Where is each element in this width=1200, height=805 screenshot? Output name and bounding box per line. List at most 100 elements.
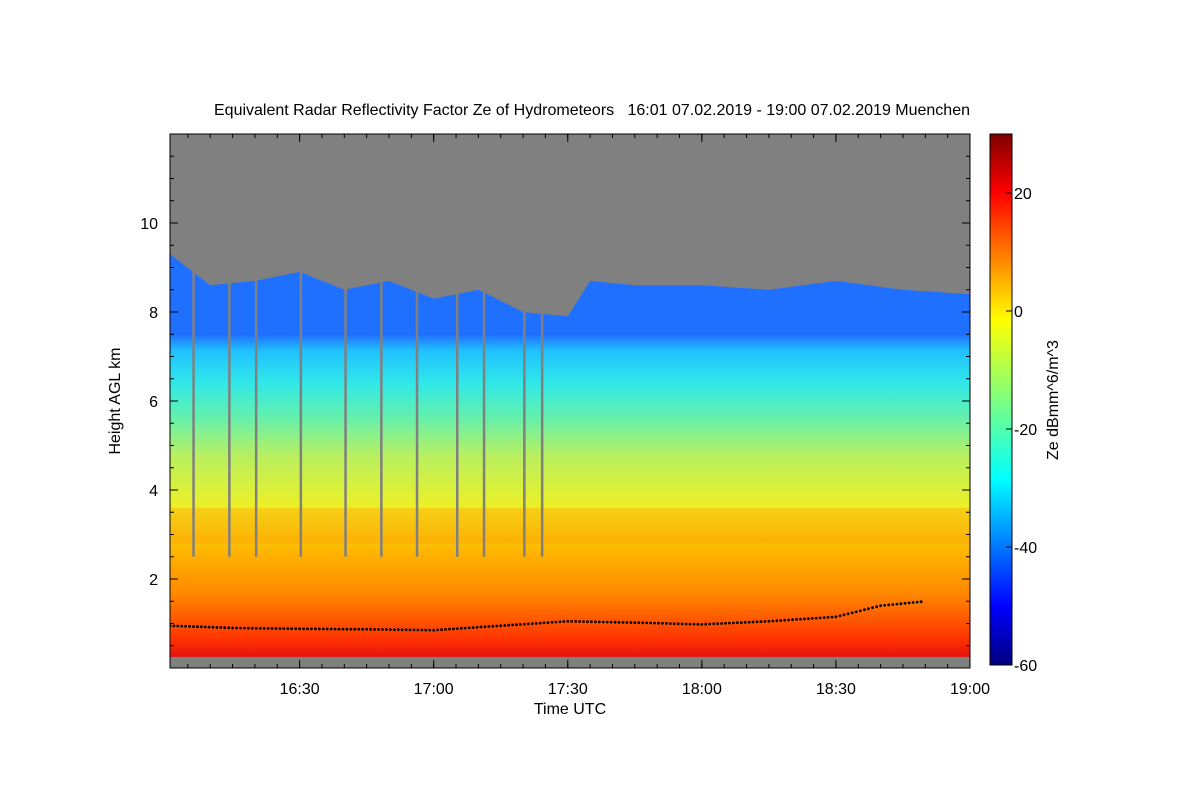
data-gap: [482, 134, 486, 557]
cloud-base-point: [680, 622, 684, 626]
cloud-base-point: [211, 625, 215, 629]
cloud-base-point: [771, 619, 775, 623]
cloud-base-point: [806, 617, 810, 621]
cloud-base-point: [432, 628, 436, 632]
cloud-base-point: [192, 625, 195, 628]
cloud-base-point: [846, 612, 850, 616]
cloud-base-point: [879, 604, 882, 608]
cloud-base-point: [223, 626, 227, 630]
y-tick-label: 8: [149, 305, 158, 322]
cloud-base-point: [353, 627, 357, 631]
cloud-base-point: [899, 602, 903, 606]
chart-title: Equivalent Radar Reflectivity Factor Ze …: [214, 102, 970, 119]
cloud-base-point: [566, 619, 570, 623]
cloud-base-point: [180, 624, 184, 628]
cloud-base-point: [483, 625, 487, 629]
cloud-base-point: [747, 620, 751, 624]
cloud-base-point: [515, 623, 518, 627]
cloud-base-point: [239, 626, 242, 630]
cloud-base-point: [739, 621, 743, 624]
cloud-base-point: [617, 620, 621, 624]
cloud-base-point: [775, 619, 779, 623]
cloud-base-point: [416, 628, 420, 632]
cloud-base-point: [491, 624, 495, 628]
colorbar-ticks: 20 0 -20 -40 -60: [1006, 186, 1037, 675]
x-axis: 16:30 17:00 17:30 18:00 18:30 19:00: [187, 134, 990, 698]
cloud-base-point: [692, 622, 696, 626]
cloud-base-point: [578, 620, 581, 623]
cloud-base-point: [329, 627, 333, 631]
cloud-base-point: [385, 628, 388, 631]
cloud-base-point: [373, 628, 376, 631]
cloud-base-point: [321, 627, 325, 631]
data-gaps: [192, 134, 544, 557]
cloud-base-point: [176, 624, 180, 628]
cloud-base-point: [779, 619, 783, 622]
cloud-base-point: [463, 626, 467, 630]
cloud-base-point: [519, 623, 522, 626]
melting-layer-band: [170, 507, 970, 544]
cloud-base-point: [499, 624, 503, 628]
cloud-base-point: [597, 620, 601, 624]
cloud-base-point: [448, 627, 451, 631]
cloud-base-point: [601, 620, 605, 624]
cloud-base-point: [188, 625, 192, 628]
cloud-base-point: [653, 621, 656, 625]
data-gap: [254, 134, 258, 557]
cloud-base-point: [590, 620, 593, 624]
cloud-base-point: [314, 627, 317, 631]
cloud-base-point: [850, 611, 854, 615]
cloud-base-point: [420, 628, 424, 632]
cloud-base-point: [282, 627, 286, 630]
x-tick-label: 18:00: [682, 681, 722, 698]
cloud-base-point: [227, 626, 231, 630]
x-axis-label: Time UTC: [534, 701, 606, 718]
cloud-base-point: [546, 621, 550, 624]
cloud-base-point: [767, 619, 771, 623]
cloud-base-point: [172, 624, 176, 628]
y-tick-label: 6: [149, 394, 158, 411]
data-gap: [344, 134, 347, 557]
cloud-base-point: [887, 603, 891, 607]
cloud-base-point: [895, 602, 899, 606]
cloud-base-point: [381, 628, 384, 631]
cloud-base-point: [724, 621, 727, 625]
cloud-base-point: [345, 627, 349, 631]
cloud-base-point: [696, 622, 700, 626]
cloud-base-point: [270, 627, 274, 630]
cloud-base-point: [743, 621, 747, 624]
cloud-base-point: [863, 608, 866, 612]
y-axis-label: Height AGL km: [107, 347, 124, 454]
cloud-base-point: [605, 620, 609, 624]
cloud-base-point: [440, 628, 443, 632]
cloud-base-point: [231, 626, 235, 630]
cloud-base-point: [704, 622, 708, 626]
cloud-base-point: [919, 600, 923, 604]
cloud-base-point: [302, 627, 305, 631]
cloud-base-point: [459, 626, 463, 630]
cloud-base-point: [250, 626, 254, 630]
cloud-base-point: [834, 615, 838, 619]
cloud-base-point: [317, 627, 321, 631]
cloud-base-point: [215, 626, 219, 629]
cloud-base-point: [542, 621, 546, 625]
cloud-base-point: [755, 620, 759, 624]
x-tick-label: 17:30: [548, 681, 588, 698]
cloud-base-point: [361, 627, 365, 631]
cloud-base-point: [444, 628, 447, 631]
cloud-base-point: [795, 618, 798, 621]
cloud-base-point: [661, 621, 664, 625]
cloud-base-point: [207, 625, 211, 629]
data-gap: [540, 134, 544, 557]
cloud-base-point: [637, 621, 641, 625]
cloud-base-point: [562, 620, 566, 623]
y-axis: 2 4 6 8 10: [140, 155, 970, 647]
cloud-base-point: [803, 617, 806, 621]
cloud-base-point: [728, 621, 731, 625]
cloud-base-point: [290, 627, 294, 631]
colorbar-label: Ze dBmm^6/m^3: [1045, 340, 1062, 460]
x-tick-label: 18:30: [816, 681, 856, 698]
x-tick-label: 16:30: [280, 681, 320, 698]
